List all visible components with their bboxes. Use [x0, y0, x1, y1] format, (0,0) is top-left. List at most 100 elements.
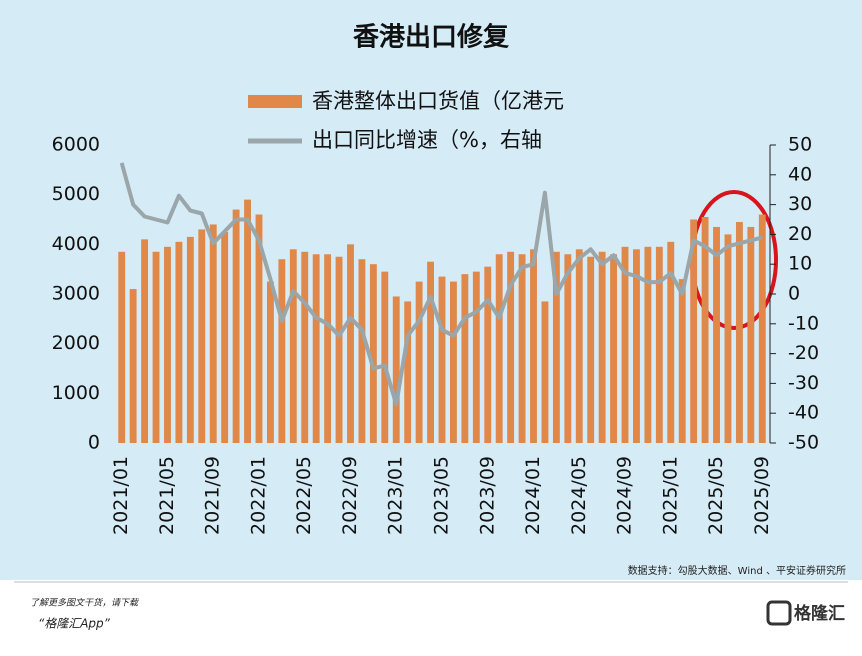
- x-tick-label: 2024/09: [614, 456, 636, 535]
- bar: [621, 246, 629, 443]
- y2-tick-label: 50: [788, 134, 812, 156]
- bar: [347, 244, 354, 443]
- x-tick-label: 2022/09: [339, 456, 361, 535]
- bar: [209, 224, 217, 443]
- bar: [118, 251, 126, 443]
- y-tick-label: 6000: [52, 134, 100, 156]
- bar: [484, 266, 492, 443]
- bar: [541, 301, 549, 443]
- bar: [644, 246, 652, 443]
- bar: [415, 281, 423, 443]
- y-tick-label: 4000: [52, 233, 100, 255]
- bar: [610, 254, 618, 443]
- bar: [324, 254, 332, 443]
- bar: [175, 241, 183, 443]
- bar: [758, 214, 766, 443]
- bar: [244, 199, 251, 443]
- y2-tick-label: 10: [788, 253, 812, 275]
- source-note: 数据支持：勾股大数据、Wind 、平安证券研究所: [628, 564, 846, 577]
- y-tick-label: 2000: [52, 332, 100, 354]
- bar: [289, 249, 297, 443]
- y2-tick-label: -10: [788, 312, 819, 334]
- bar: [598, 251, 606, 443]
- legend-label: 香港整体出口货值（亿港元: [312, 89, 564, 113]
- x-tick-label: 2023/05: [431, 456, 453, 535]
- bar: [587, 256, 595, 443]
- bar: [450, 281, 457, 443]
- x-tick-label: 2021/09: [202, 456, 224, 535]
- bar: [518, 254, 526, 443]
- bar: [141, 239, 149, 443]
- bar: [655, 246, 663, 443]
- legend-label: 出口同比增速（%，右轴: [312, 128, 542, 152]
- bar: [552, 251, 560, 443]
- bar: [312, 254, 320, 443]
- chart-title: 香港出口修复: [353, 22, 510, 53]
- y2-tick-label: 30: [788, 193, 812, 215]
- y2-tick-label: 20: [788, 223, 812, 245]
- bar: [358, 259, 366, 443]
- x-tick-label: 2024/05: [568, 456, 590, 535]
- bar: [667, 241, 675, 443]
- bar: [232, 209, 240, 443]
- bar: [495, 254, 503, 443]
- y2-tick-label: -20: [788, 342, 819, 364]
- y-tick-label: 0: [88, 432, 100, 454]
- bar: [381, 271, 389, 443]
- y2-tick-label: 40: [788, 163, 812, 185]
- bar: [461, 274, 469, 443]
- line: [119, 162, 763, 407]
- bar: [221, 231, 229, 443]
- plot: 0 1000 2000 3000 4000 5000 6000 -50 -40 -30 -20 -10…: [52, 134, 819, 535]
- y-tick-label: 1000: [52, 382, 100, 404]
- y-tick-label: 5000: [52, 183, 100, 205]
- bar: [575, 249, 583, 443]
- bar: [472, 271, 480, 443]
- x-tick-label: 2025/05: [705, 456, 727, 535]
- bar: [690, 219, 698, 443]
- bar: [392, 296, 400, 443]
- bar: [701, 217, 709, 443]
- y2-tick-label: -30: [788, 372, 819, 394]
- footer-text: 了解更多图文干货，请下载: [30, 598, 139, 609]
- y2-tick-label: 0: [788, 283, 800, 305]
- bar: [129, 289, 137, 443]
- y2-tick-label: -40: [788, 402, 819, 424]
- bar: [564, 254, 572, 443]
- bar: [713, 226, 720, 443]
- bar: [335, 256, 343, 443]
- footer-text: “格隆汇App”: [38, 617, 111, 631]
- x-tick-label: 2022/01: [247, 456, 269, 535]
- x-tick-label: 2022/05: [293, 456, 315, 535]
- bar: [186, 236, 194, 443]
- bar: [255, 214, 263, 443]
- y-tick-label: 3000: [52, 283, 100, 305]
- bar: [678, 279, 686, 443]
- bar: [747, 226, 755, 443]
- x-tick-label: 2021/01: [110, 456, 132, 535]
- bar: [198, 229, 206, 443]
- bar: [278, 259, 286, 443]
- bar: [724, 234, 732, 443]
- x-tick-label: 2021/05: [156, 456, 178, 535]
- bar: [427, 261, 434, 443]
- x-tick-label: 2025/01: [659, 456, 681, 535]
- bar: [530, 249, 537, 443]
- bar: [507, 251, 515, 443]
- bar: [404, 301, 412, 443]
- logo-icon: [766, 600, 792, 626]
- legend-swatch-bar: [248, 95, 302, 108]
- bar: [369, 264, 377, 443]
- bar: [735, 221, 743, 443]
- bar: [301, 251, 309, 443]
- bar: [152, 251, 160, 443]
- x-tick-label: 2023/09: [476, 456, 498, 535]
- bar: [633, 249, 640, 443]
- x-tick-label: 2025/09: [751, 456, 773, 535]
- x-tick-label: 2023/01: [385, 456, 407, 535]
- bar: [266, 281, 274, 443]
- bar: [164, 246, 171, 443]
- y2-tick-label: -50: [788, 432, 819, 454]
- x-tick-label: 2024/01: [522, 456, 544, 535]
